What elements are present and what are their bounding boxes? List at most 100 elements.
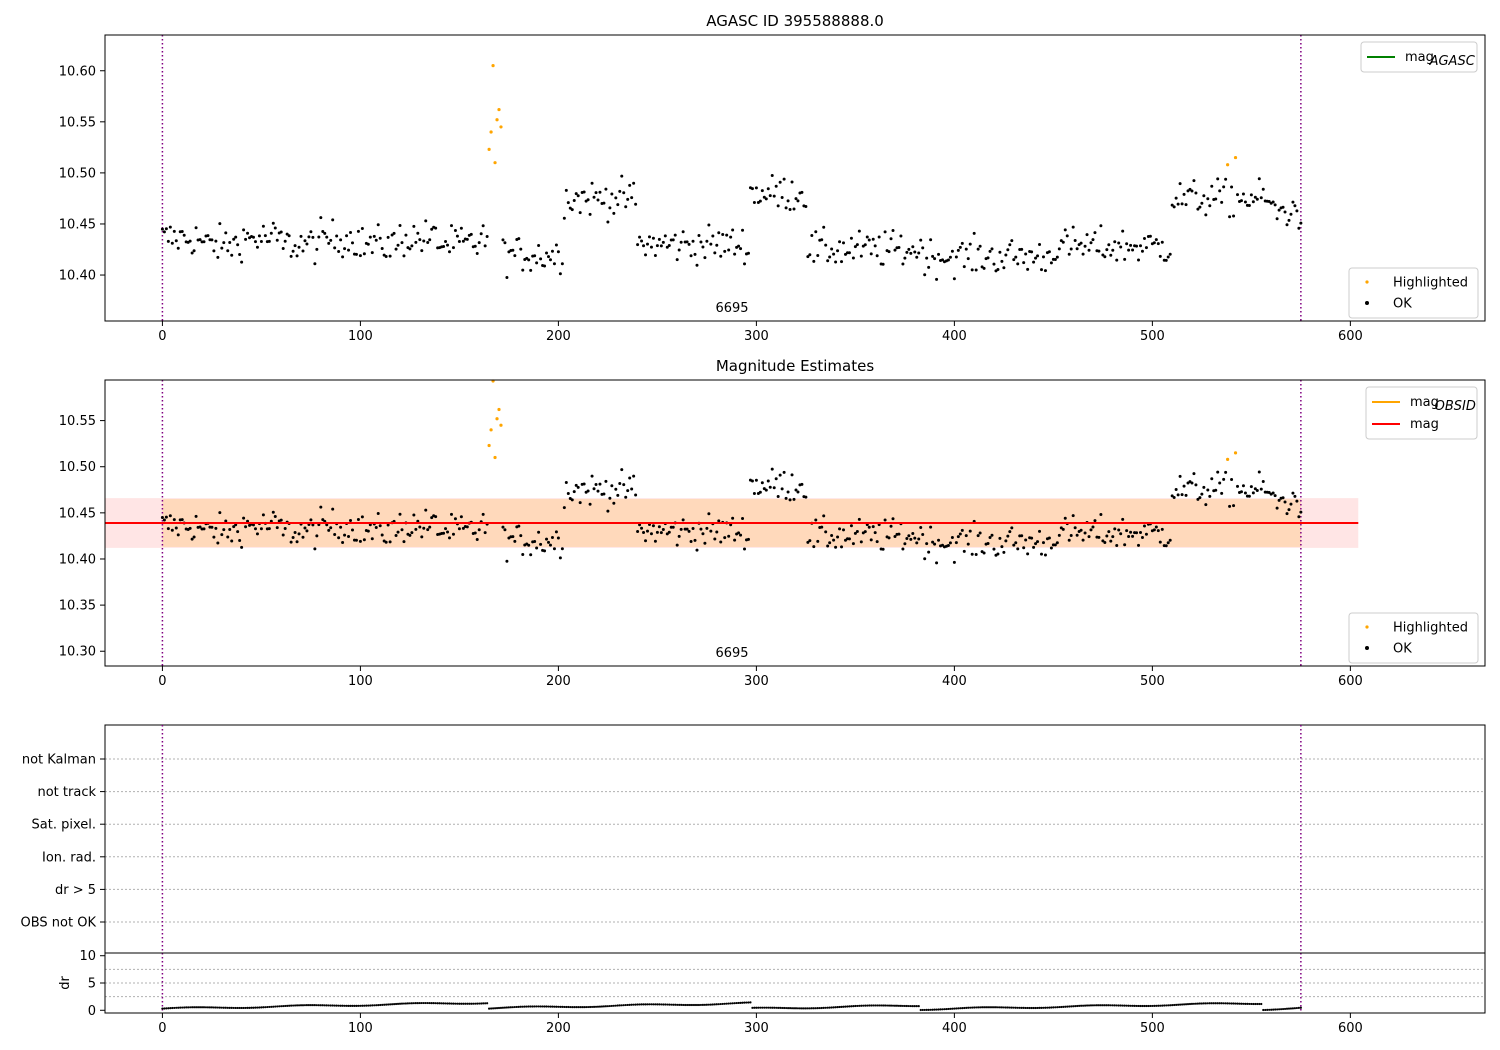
dr-point	[396, 1002, 400, 1005]
dr-point	[765, 1006, 768, 1009]
dr-point	[555, 1005, 558, 1008]
ok-point	[537, 530, 541, 534]
ok-point	[1174, 196, 1178, 200]
ok-point	[1194, 191, 1198, 195]
ok-point	[408, 247, 412, 251]
ok-point	[758, 199, 762, 203]
dr-point	[402, 1002, 406, 1005]
ok-point	[202, 240, 206, 244]
ok-point	[350, 528, 354, 532]
y-tick-label: 10.45	[59, 506, 96, 521]
ok-point	[242, 516, 246, 520]
ok-point	[594, 191, 598, 195]
ok-point	[927, 550, 931, 554]
ok-point	[1206, 488, 1210, 492]
ok-point	[889, 524, 893, 528]
ok-point	[962, 265, 966, 269]
ok-point	[842, 241, 846, 245]
ok-point	[875, 540, 879, 544]
ok-point	[1293, 204, 1297, 208]
dr-point	[440, 1002, 443, 1005]
ok-point	[529, 553, 533, 557]
dr-point	[804, 1007, 807, 1010]
dr-point	[612, 1004, 615, 1007]
ok-point	[972, 231, 976, 235]
dr-point	[220, 1006, 223, 1009]
ok-point	[273, 226, 277, 230]
ok-point	[1010, 526, 1014, 530]
highlighted-point	[1226, 457, 1230, 461]
ok-point	[1073, 526, 1077, 530]
dr-point	[204, 1006, 208, 1009]
ok-point	[275, 238, 279, 242]
ok-point	[398, 512, 402, 516]
dr-point	[905, 1004, 908, 1008]
ok-point	[727, 534, 731, 538]
dr-point	[563, 1005, 566, 1009]
dr-point	[337, 1004, 340, 1007]
dr-point	[206, 1006, 210, 1009]
dr-point	[214, 1006, 217, 1009]
ok-point	[871, 237, 875, 241]
ok-point	[309, 518, 313, 522]
ok-point	[1166, 255, 1170, 259]
dr-point	[474, 1002, 477, 1005]
ok-point	[863, 530, 867, 534]
ok-point	[1259, 487, 1263, 491]
ok-point	[620, 174, 624, 178]
dr-point	[689, 1003, 693, 1007]
dr-point	[1115, 1004, 1118, 1007]
dr-point	[961, 1006, 964, 1010]
ok-point	[1002, 550, 1006, 554]
ok-point	[1012, 543, 1016, 547]
ok-point	[897, 532, 901, 536]
ok-point	[281, 533, 285, 537]
ok-point	[1065, 234, 1069, 238]
dr-point	[701, 1003, 705, 1006]
ok-point	[394, 247, 398, 251]
ok-point	[685, 527, 689, 531]
dr-point	[606, 1005, 609, 1008]
ok-point	[644, 539, 648, 543]
ok-point	[424, 508, 428, 512]
ok-point	[232, 525, 236, 529]
ok-point	[689, 254, 693, 258]
dr-point	[781, 1006, 784, 1010]
ok-point	[782, 177, 786, 181]
ok-point	[685, 240, 689, 244]
ok-point	[457, 527, 461, 531]
ok-point	[416, 519, 420, 523]
ok-point	[929, 238, 933, 242]
ok-point	[616, 203, 620, 207]
ok-point	[657, 237, 661, 241]
ok-point	[998, 536, 1002, 540]
ok-point	[236, 530, 240, 534]
dr-point	[171, 1006, 174, 1010]
ok-point	[545, 251, 549, 255]
ok-point	[1214, 197, 1218, 201]
ok-point	[416, 231, 420, 235]
dr-point	[798, 1007, 802, 1010]
ok-point	[576, 194, 580, 198]
ok-point	[384, 540, 388, 544]
dr-point	[1026, 1006, 1029, 1010]
dr-point	[438, 1002, 441, 1005]
ok-point	[188, 526, 192, 530]
ok-point	[1081, 252, 1085, 256]
legend-marker-swatch	[1365, 646, 1369, 650]
ok-point	[198, 238, 202, 242]
ok-point	[459, 226, 463, 230]
ok-point	[180, 518, 184, 522]
ok-point	[857, 517, 861, 521]
dr-point	[167, 1007, 170, 1010]
panel-agasc: AGASC ID 395588888.0 0 100 200 300 400 500 600…	[59, 12, 1486, 344]
ok-point	[1271, 491, 1275, 495]
dr-point	[1177, 1003, 1180, 1006]
dr-point	[335, 1004, 338, 1007]
dr-point	[988, 1006, 992, 1009]
ok-point	[990, 247, 994, 251]
ok-point	[267, 527, 271, 531]
dr-point	[1129, 1004, 1132, 1007]
ok-point	[562, 506, 566, 510]
